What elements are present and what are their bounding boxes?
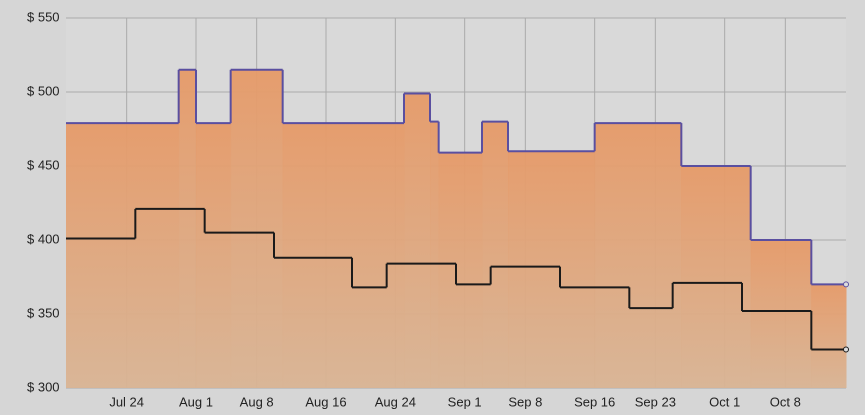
area [750,240,812,388]
y-tick-label: $ 450 [27,157,60,172]
area [66,123,180,388]
area [594,123,682,388]
x-tick-label: Aug 16 [305,394,346,409]
x-tick-label: Sep 8 [508,394,542,409]
area [681,166,752,388]
x-tick-label: Aug 24 [375,394,416,409]
area [430,121,440,388]
area [508,151,596,388]
area [230,69,284,389]
y-tick-label: $ 300 [27,379,60,394]
area [404,93,431,388]
x-tick-label: Sep 23 [635,394,676,409]
x-tick-label: Oct 1 [709,394,740,409]
y-tick-label: $ 550 [27,9,60,24]
y-tick-label: $ 350 [27,305,60,320]
x-tick-label: Aug 8 [240,394,274,409]
x-tick-label: Oct 8 [770,394,801,409]
y-tick-label: $ 500 [27,83,60,98]
x-tick-label: Sep 16 [574,394,615,409]
area [282,123,405,388]
end-point [843,281,849,288]
x-tick-label: Sep 1 [448,394,482,409]
x-tick-label: Aug 1 [179,394,213,409]
area [811,284,847,388]
area [438,152,483,388]
end-point [843,346,849,353]
area [482,121,509,388]
x-tick-label: Jul 24 [109,394,144,409]
y-tick-label: $ 400 [27,231,60,246]
area [178,69,197,389]
area [196,123,232,388]
